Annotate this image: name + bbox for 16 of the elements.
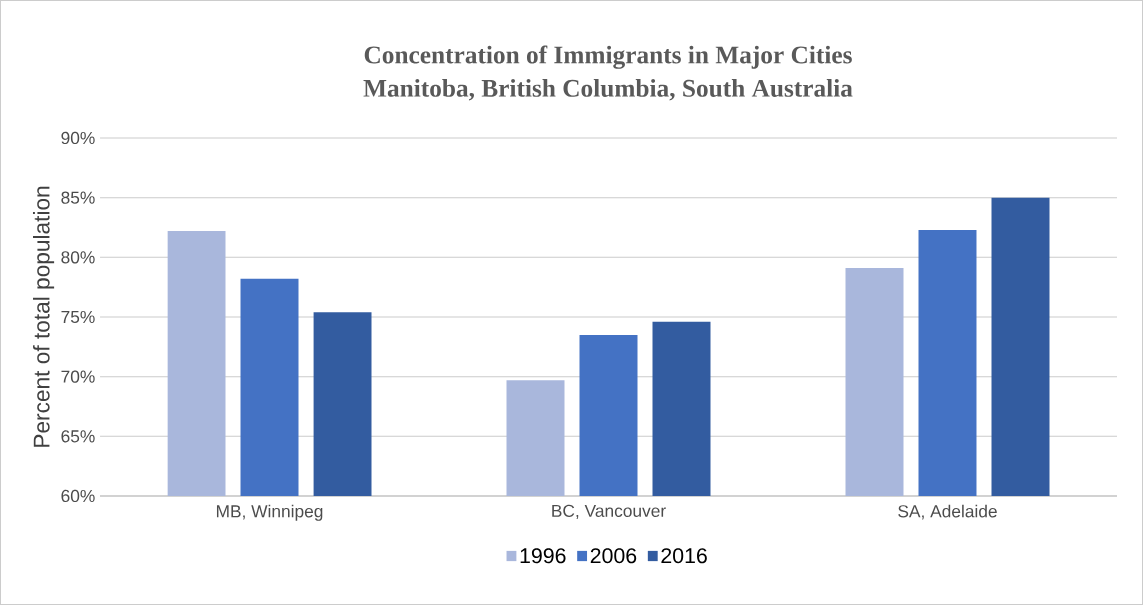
y-tick-label: 80% xyxy=(61,251,95,264)
y-tick-label: 85% xyxy=(61,191,95,204)
y-tick-label: 65% xyxy=(61,430,95,443)
x-tick-label: MB, Winnipeg xyxy=(216,504,323,521)
y-tick-label: 75% xyxy=(61,310,95,324)
chart-title: Concentration of Immigrants in Major Cities xyxy=(364,45,852,69)
x-tick-label: BC, Vancouver xyxy=(552,504,666,520)
legend-label: 2016 xyxy=(661,548,707,564)
y-axis-title: Percent of total population xyxy=(33,186,55,447)
y-tick-label: 60% xyxy=(61,489,95,503)
y-tick-label: 70% xyxy=(61,370,95,383)
legend-label: 2006 xyxy=(590,548,637,564)
y-tick-label: 90% xyxy=(61,131,95,145)
legend-label: 1996 xyxy=(520,548,566,564)
x-tick-label: SA, Adelaide xyxy=(898,504,997,520)
chart-subtitle: Manitoba, British Columbia, South Australia xyxy=(363,79,853,101)
